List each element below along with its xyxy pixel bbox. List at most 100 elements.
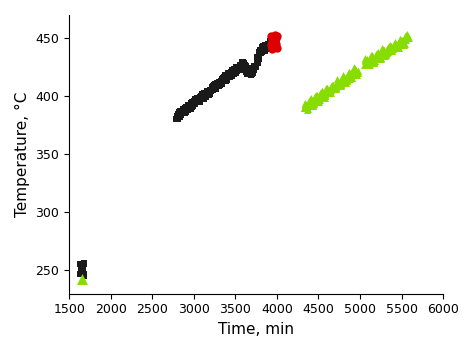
Point xyxy=(244,65,252,71)
Point xyxy=(77,263,85,268)
Point xyxy=(318,90,326,96)
Point xyxy=(392,41,400,46)
Point xyxy=(182,107,189,113)
Point xyxy=(350,66,357,71)
Point xyxy=(189,103,196,108)
Point xyxy=(259,45,266,50)
Point xyxy=(220,76,228,81)
Point xyxy=(260,44,268,50)
Point xyxy=(395,40,403,46)
Point xyxy=(328,86,335,92)
Point xyxy=(319,90,327,96)
Point xyxy=(76,271,84,277)
Point xyxy=(247,68,255,74)
Point xyxy=(320,94,328,100)
Point xyxy=(268,39,275,45)
Point xyxy=(376,54,383,59)
Point xyxy=(228,70,236,75)
Point xyxy=(209,84,216,90)
Point xyxy=(237,63,244,68)
Point xyxy=(218,78,226,83)
Point xyxy=(210,86,218,92)
Point xyxy=(271,36,278,41)
Point xyxy=(182,104,190,110)
Point xyxy=(186,102,193,108)
Point xyxy=(268,40,276,46)
Point xyxy=(233,67,240,73)
Point xyxy=(272,36,279,41)
Point xyxy=(261,49,269,54)
Point xyxy=(332,84,339,90)
Point xyxy=(305,102,313,108)
Point xyxy=(76,271,84,277)
Point xyxy=(335,81,343,86)
Point xyxy=(212,85,219,91)
Point xyxy=(189,100,196,105)
Point xyxy=(256,48,264,54)
Point xyxy=(237,66,244,71)
Point xyxy=(273,36,281,42)
Point xyxy=(195,98,203,103)
Point xyxy=(340,77,348,83)
Point xyxy=(189,102,197,107)
Point xyxy=(240,65,248,70)
Point xyxy=(309,102,317,108)
Point xyxy=(227,74,234,79)
Point xyxy=(196,100,203,105)
Point xyxy=(217,79,225,84)
Point xyxy=(203,88,211,94)
Point xyxy=(243,63,250,69)
Point xyxy=(374,50,382,55)
Point xyxy=(306,98,313,103)
Point xyxy=(210,85,217,91)
Point xyxy=(201,95,208,100)
Point xyxy=(383,50,391,55)
Point xyxy=(232,70,240,76)
Point xyxy=(311,94,319,100)
Point xyxy=(77,266,85,271)
Point xyxy=(314,96,322,102)
Point xyxy=(398,37,406,43)
Point xyxy=(237,62,245,68)
Point xyxy=(331,87,338,92)
Point xyxy=(268,46,276,51)
Point xyxy=(196,97,203,102)
Point xyxy=(210,82,218,88)
Point xyxy=(328,82,336,88)
Point xyxy=(310,98,318,103)
Point xyxy=(188,100,195,106)
Point xyxy=(362,56,369,62)
Point xyxy=(185,103,193,109)
Point xyxy=(324,85,331,91)
Point xyxy=(239,65,247,70)
Point xyxy=(318,88,325,94)
Point xyxy=(347,74,355,79)
Point xyxy=(404,35,412,41)
Point xyxy=(193,99,201,105)
Point xyxy=(354,68,362,74)
Point xyxy=(310,103,317,108)
Point xyxy=(213,83,221,89)
Point xyxy=(232,67,239,72)
Point xyxy=(327,90,335,96)
Point xyxy=(385,45,393,50)
Point xyxy=(269,41,277,47)
Point xyxy=(249,70,257,75)
Point xyxy=(308,95,315,101)
Point xyxy=(370,59,378,64)
Point xyxy=(195,99,203,105)
Point xyxy=(246,69,253,75)
Point xyxy=(223,76,231,82)
Point xyxy=(349,72,356,77)
Point xyxy=(270,41,277,46)
Point xyxy=(266,43,273,49)
Point xyxy=(327,85,335,91)
Point xyxy=(201,91,209,96)
Point xyxy=(205,89,212,95)
Point xyxy=(221,78,229,83)
Point xyxy=(395,45,402,51)
Point xyxy=(246,70,254,76)
Point xyxy=(221,73,229,78)
Point xyxy=(266,38,274,43)
Point xyxy=(329,82,337,88)
